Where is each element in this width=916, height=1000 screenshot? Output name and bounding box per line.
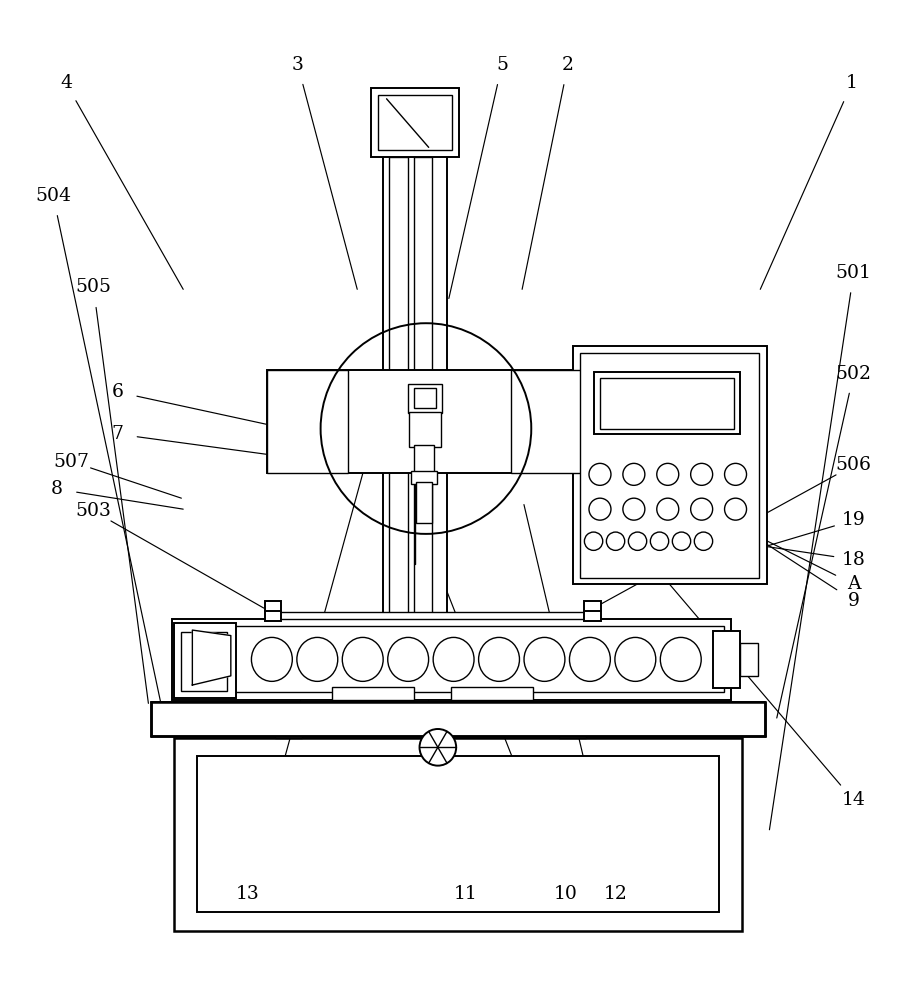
Bar [181,632,227,691]
Bar [559,736,586,738]
Text: 3: 3 [292,56,303,74]
Text: 505: 505 [75,278,112,296]
Bar [411,471,437,484]
Bar [265,601,281,621]
Text: 19: 19 [842,511,866,529]
Bar [600,378,734,429]
Bar [414,388,436,408]
Text: 6: 6 [112,383,123,401]
Text: 502: 502 [835,365,872,383]
Bar [383,152,447,619]
Text: 504: 504 [35,187,71,205]
Text: 18: 18 [842,551,866,569]
Bar [378,95,452,150]
Bar [265,612,599,619]
Bar [409,412,441,447]
Text: 11: 11 [453,885,477,903]
Bar [183,626,724,692]
Bar [414,445,434,473]
Bar [267,370,590,473]
Text: 503: 503 [75,502,112,520]
Polygon shape [192,630,231,685]
Text: 501: 501 [835,264,872,282]
Bar [151,702,765,736]
Text: 12: 12 [604,885,627,903]
Text: 7: 7 [111,425,124,443]
Bar [451,687,533,700]
Bar [414,156,432,614]
Text: 13: 13 [235,885,259,903]
Bar [416,482,432,523]
Bar [174,623,236,698]
Text: 506: 506 [835,456,872,474]
Bar [408,384,442,413]
Text: 10: 10 [554,885,578,903]
Text: 1: 1 [846,74,857,92]
Bar [594,372,740,434]
Bar [572,346,767,584]
Text: 9: 9 [848,592,859,610]
Text: 2: 2 [562,56,574,74]
Bar [174,738,742,931]
Bar [580,353,759,578]
Bar [740,643,758,676]
Bar [267,370,348,473]
Circle shape [420,729,456,766]
Bar [197,756,719,912]
Text: 507: 507 [53,453,90,471]
Text: 14: 14 [842,791,866,809]
Bar [371,88,459,156]
Bar [332,687,414,700]
Bar [172,619,731,700]
Bar [511,370,590,473]
Bar [584,601,601,621]
Text: 5: 5 [496,56,508,74]
Bar [713,631,740,688]
Text: 4: 4 [60,74,72,92]
Text: 8: 8 [50,480,63,498]
Bar [275,736,302,738]
Text: A: A [847,575,860,593]
Bar [389,156,408,614]
